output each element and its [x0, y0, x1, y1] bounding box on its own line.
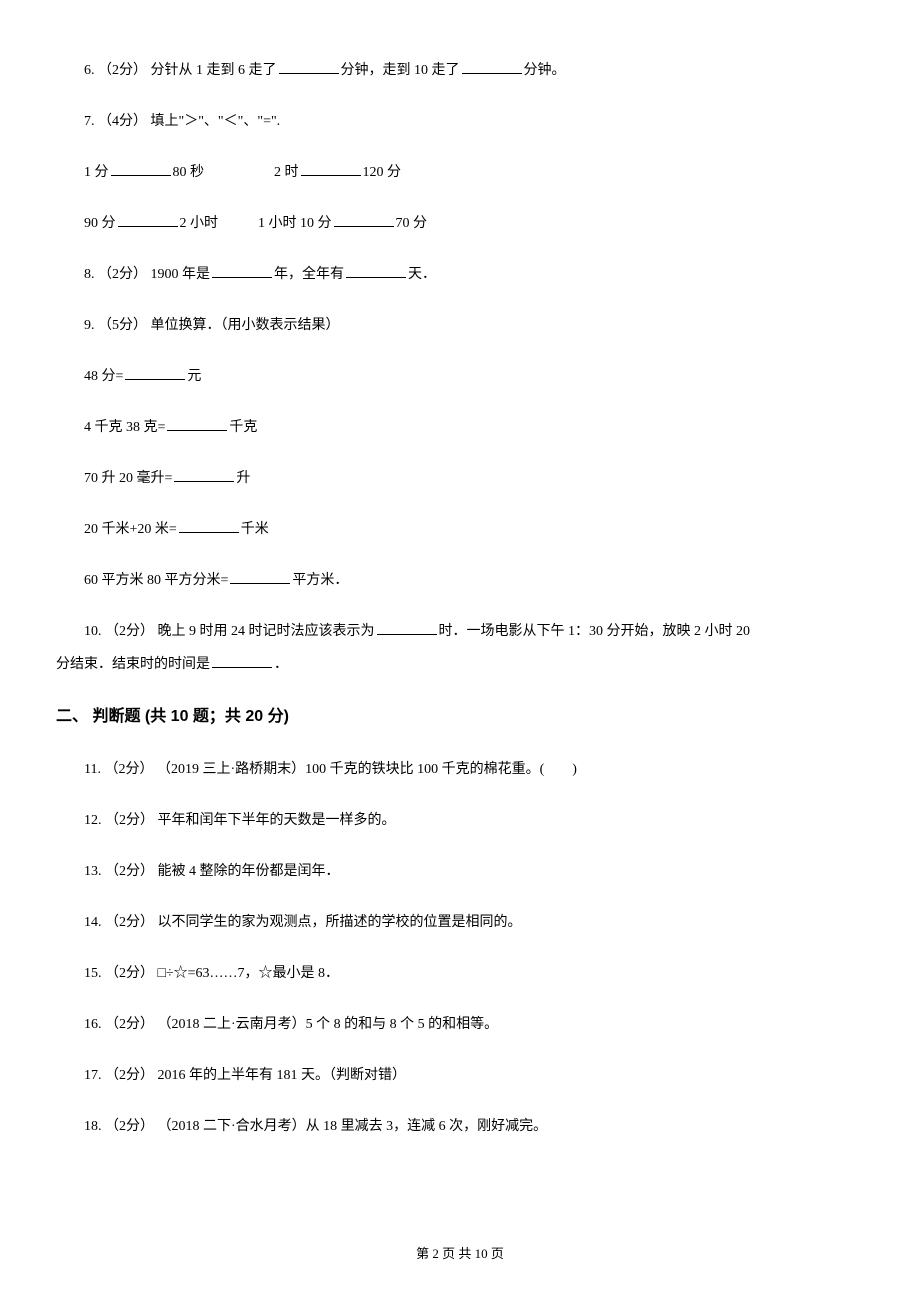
question-9-l1: 48 分= 元: [56, 366, 864, 387]
q9-l3b: 升: [236, 471, 250, 486]
q7-l2b: 2 小时: [180, 216, 219, 231]
question-7-line1: 1 分 80 秒 2 时 120 分: [56, 162, 864, 183]
question-10-line1: 10. （2分） 晚上 9 时用 24 时记时法应该表示为 时．一场电影从下午 1…: [56, 621, 864, 642]
q9-l4a: 20 千米+20 米=: [84, 522, 177, 537]
q7-l1d: 120 分: [363, 165, 402, 180]
q8-c: 天．: [408, 267, 436, 282]
blank[interactable]: [179, 519, 239, 533]
q7-l1c: 2 时: [274, 165, 299, 180]
q9-l3a: 70 升 20 毫升=: [84, 471, 172, 486]
q7-l2c: 1 小时 10 分: [258, 216, 332, 231]
question-12: 12. （2分） 平年和闰年下半年的天数是一样多的。: [56, 810, 864, 831]
q6-text-b: 分钟，走到 10 走了: [341, 63, 460, 78]
q10-c: 分结束．结束时的时间是: [56, 657, 210, 672]
q7-header: 7. （4分） 填上"＞"、"＜"、"=".: [84, 114, 280, 129]
question-7-line2: 90 分 2 小时 1 小时 10 分 70 分: [56, 213, 864, 234]
q6-text-c: 分钟。: [524, 63, 566, 78]
page-footer: 第 2 页 共 10 页: [0, 1243, 920, 1262]
q6-text-a: 6. （2分） 分针从 1 走到 6 走了: [84, 63, 277, 78]
q9-l4b: 千米: [241, 522, 269, 537]
blank[interactable]: [346, 264, 406, 278]
q9-l2a: 4 千克 38 克=: [84, 420, 165, 435]
question-14: 14. （2分） 以不同学生的家为观测点，所描述的学校的位置是相同的。: [56, 912, 864, 933]
blank[interactable]: [111, 162, 171, 176]
q10-b: 时．一场电影从下午 1：30 分开始，放映 2 小时 20: [439, 624, 751, 639]
section-2-header: 二、 判断题 (共 10 题；共 20 分): [56, 705, 864, 729]
q7-l1a: 1 分: [84, 165, 109, 180]
q9-l5b: 平方米．: [292, 573, 348, 588]
q9-l1b: 元: [187, 369, 201, 384]
q9-l2b: 千克: [229, 420, 257, 435]
q7-l2a: 90 分: [84, 216, 116, 231]
q8-b: 年，全年有: [274, 267, 344, 282]
blank[interactable]: [462, 60, 522, 74]
question-9-header: 9. （5分） 单位换算．（用小数表示结果）: [56, 315, 864, 336]
question-8: 8. （2分） 1900 年是 年，全年有 天．: [56, 264, 864, 285]
question-16: 16. （2分） （2018 二上·云南月考）5 个 8 的和与 8 个 5 的…: [56, 1014, 864, 1035]
question-17: 17. （2分） 2016 年的上半年有 181 天。（判断对错）: [56, 1065, 864, 1086]
blank[interactable]: [212, 654, 272, 668]
question-9-l2: 4 千克 38 克= 千克: [56, 417, 864, 438]
q7-l1b: 80 秒: [173, 165, 205, 180]
question-13: 13. （2分） 能被 4 整除的年份都是闰年．: [56, 861, 864, 882]
q9-header: 9. （5分） 单位换算．（用小数表示结果）: [84, 318, 340, 333]
q9-l1a: 48 分=: [84, 369, 123, 384]
blank[interactable]: [301, 162, 361, 176]
question-18: 18. （2分） （2018 二下·合水月考）从 18 里减去 3，连减 6 次…: [56, 1116, 864, 1137]
question-10-line2: 分结束．结束时的时间是 ．: [56, 654, 864, 675]
question-9-l3: 70 升 20 毫升= 升: [56, 468, 864, 489]
q8-a: 8. （2分） 1900 年是: [84, 267, 210, 282]
blank[interactable]: [167, 417, 227, 431]
q10-d: ．: [274, 657, 288, 672]
question-7-header: 7. （4分） 填上"＞"、"＜"、"=".: [56, 111, 864, 132]
question-9-l4: 20 千米+20 米= 千米: [56, 519, 864, 540]
blank[interactable]: [118, 213, 178, 227]
blank[interactable]: [377, 621, 437, 635]
blank[interactable]: [334, 213, 394, 227]
q9-l5a: 60 平方米 80 平方分米=: [84, 573, 228, 588]
blank[interactable]: [212, 264, 272, 278]
blank[interactable]: [174, 468, 234, 482]
question-9-l5: 60 平方米 80 平方分米= 平方米．: [56, 570, 864, 591]
q7-l2d: 70 分: [396, 216, 428, 231]
blank[interactable]: [125, 366, 185, 380]
page-content: 6. （2分） 分针从 1 走到 6 走了 分钟，走到 10 走了 分钟。 7. （…: [56, 60, 864, 1137]
q10-a: 10. （2分） 晚上 9 时用 24 时记时法应该表示为: [84, 624, 375, 639]
question-11: 11. （2分） （2019 三上·路桥期末）100 千克的铁块比 100 千克…: [56, 759, 864, 780]
blank[interactable]: [230, 570, 290, 584]
blank[interactable]: [279, 60, 339, 74]
question-6: 6. （2分） 分针从 1 走到 6 走了 分钟，走到 10 走了 分钟。: [56, 60, 864, 81]
question-15: 15. （2分） □÷☆=63……7，☆最小是 8．: [56, 963, 864, 984]
